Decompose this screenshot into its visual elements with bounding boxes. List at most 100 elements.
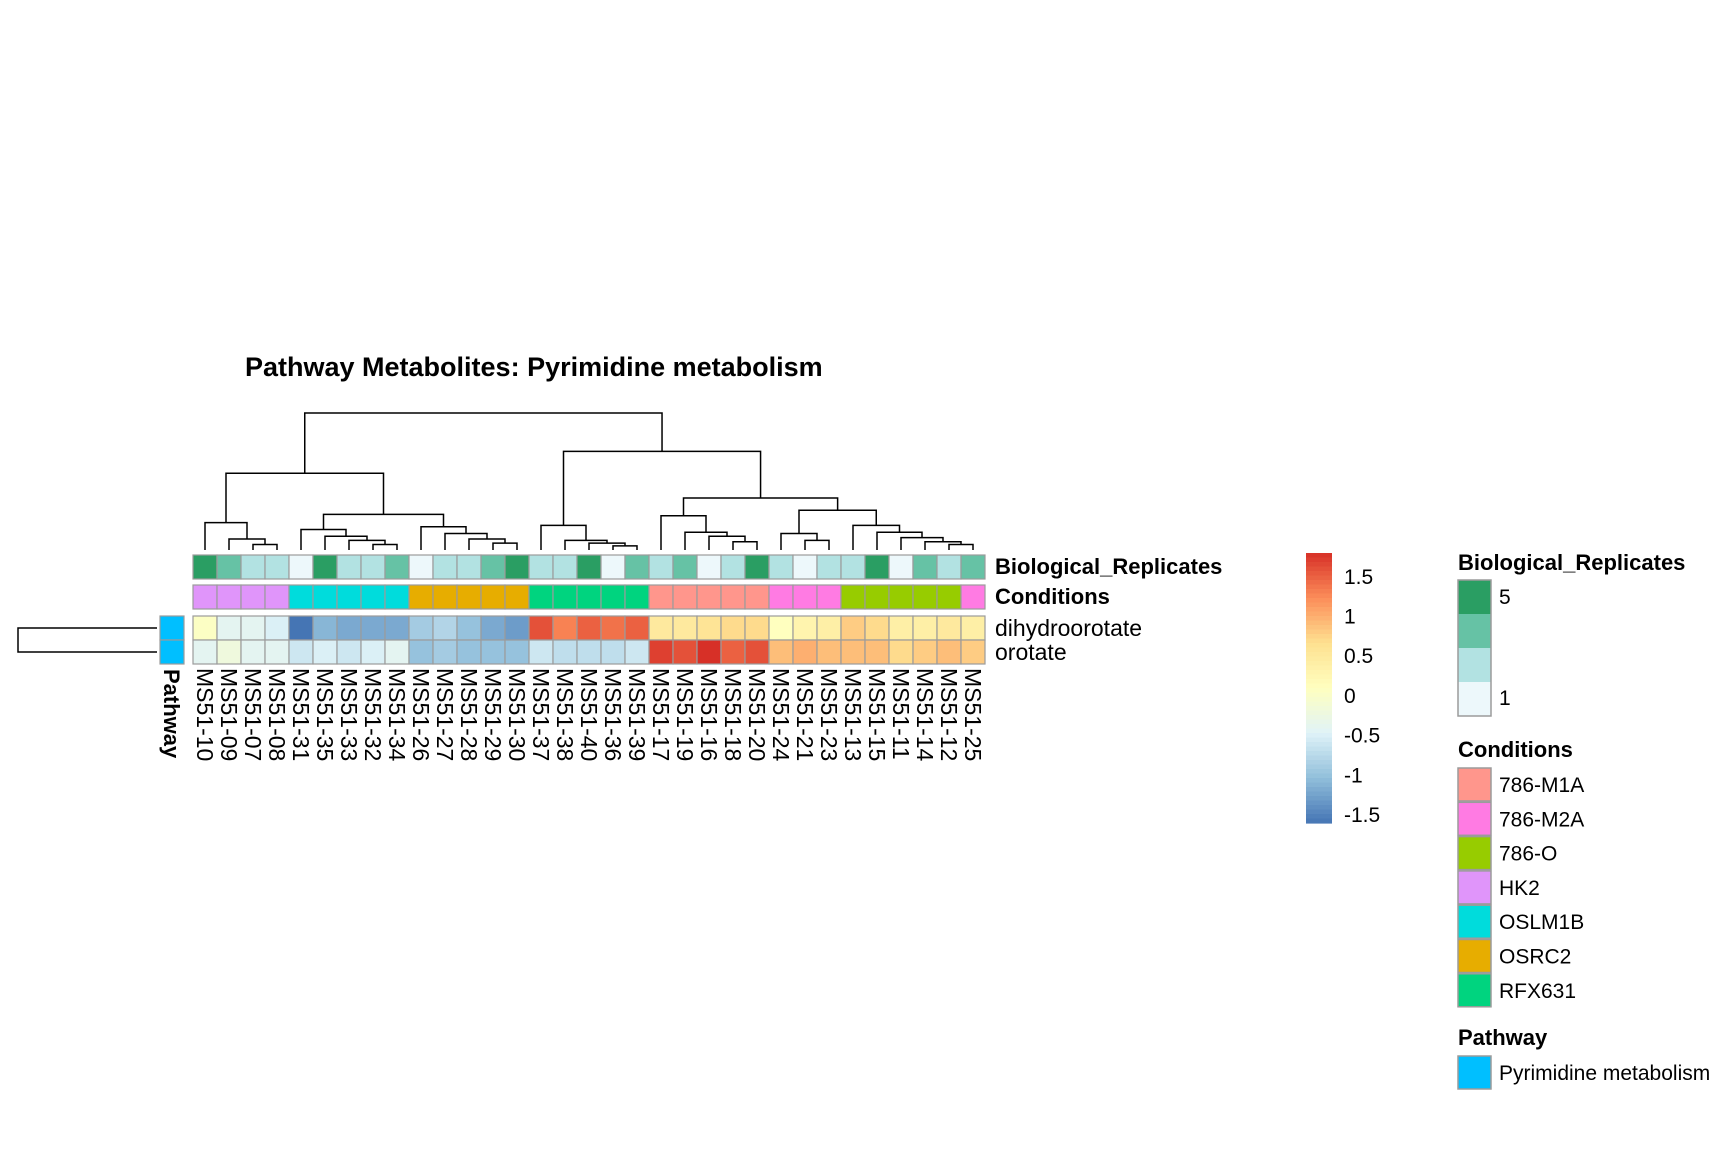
condition-cell <box>744 584 770 610</box>
column-label: MS51-32 <box>360 668 386 761</box>
bio-replicate-cell <box>408 554 434 580</box>
pathway-cell <box>159 639 185 665</box>
heatmap-cell <box>768 639 794 665</box>
scale-gradient-step <box>1306 629 1332 635</box>
heatmap-cell <box>960 615 986 641</box>
condition-cell <box>648 584 674 610</box>
condition-cell <box>216 584 242 610</box>
heatmap-cell <box>576 615 602 641</box>
heatmap-cell <box>336 615 362 641</box>
bio-replicate-cell <box>936 554 962 580</box>
heatmap-cell <box>384 639 410 665</box>
bio-replicate-cell <box>648 554 674 580</box>
dendrogram-link <box>900 536 944 550</box>
heatmap-cell <box>600 615 626 641</box>
scale-gradient-step <box>1306 701 1332 707</box>
condition-cell <box>408 584 434 610</box>
heatmap-cell <box>432 639 458 665</box>
scale-gradient-step <box>1306 814 1332 820</box>
scale-gradient-step <box>1306 670 1332 676</box>
scale-gradient-step <box>1306 751 1332 757</box>
heatmap-cell <box>264 639 290 665</box>
scale-gradient-step <box>1306 818 1332 824</box>
row-dendrogram <box>17 627 157 653</box>
bio-replicate-cell <box>360 554 386 580</box>
heatmap-cell <box>648 615 674 641</box>
heatmap-cell <box>936 615 962 641</box>
condition-cell <box>792 584 818 610</box>
scale-gradient-step <box>1306 620 1332 626</box>
scale-gradient-step <box>1306 809 1332 815</box>
bio-replicate-cell <box>192 554 218 580</box>
chart-title: Pathway Metabolites: Pyrimidine metaboli… <box>245 352 823 382</box>
scale-gradient-step <box>1306 557 1332 563</box>
heatmap-cell <box>528 639 554 665</box>
conditions-legend-swatch <box>1457 801 1492 837</box>
column-label: MS51-11 <box>888 668 914 760</box>
scale-gradient-step <box>1306 742 1332 748</box>
heatmap-cell <box>504 639 530 665</box>
heatmap-cell <box>912 615 938 641</box>
conditions-legend: Conditions 786-M1A 786-M2A 786-O HK2 OSLM1B OS… <box>1457 737 1584 1008</box>
scale-tick-label: -1.5 <box>1344 804 1380 827</box>
row-label: dihydroorotate <box>995 615 1142 641</box>
dendrogram-link <box>492 542 518 550</box>
dendrogram-link <box>324 535 368 550</box>
scale-tick-label: 0 <box>1344 685 1356 708</box>
conditions-legend-label: HK2 <box>1499 877 1540 900</box>
conditions-legend-swatch <box>1457 938 1492 974</box>
scale-gradient-step <box>1306 719 1332 725</box>
bio-replicate-cell <box>288 554 314 580</box>
bio-replicate-cell <box>264 554 290 580</box>
heatmap-cell <box>192 615 218 641</box>
scale-gradient-step <box>1306 724 1332 730</box>
conditions-legend-swatch <box>1457 904 1492 939</box>
heatmap-cell <box>288 639 314 665</box>
bio-replicate-cell <box>576 554 602 580</box>
condition-cell <box>864 584 890 610</box>
conditions-legend-label: 786-M1A <box>1499 774 1584 797</box>
scale-gradient-step <box>1306 553 1332 559</box>
condition-cell <box>336 584 362 610</box>
heatmap-cell <box>624 615 650 641</box>
dendrogram-link <box>204 521 248 550</box>
column-label: MS51-08 <box>264 668 290 761</box>
scale-gradient-step <box>1306 715 1332 721</box>
heatmap-cell <box>696 639 722 665</box>
scale-gradient-step <box>1306 580 1332 586</box>
scale-gradient-step <box>1306 778 1332 784</box>
heatmap-cell <box>504 615 530 641</box>
dendrogram-link <box>540 524 587 550</box>
conditions-legend-swatch <box>1457 835 1492 871</box>
scale-tick-label: -0.5 <box>1344 725 1380 748</box>
column-label: MS51-24 <box>768 668 794 762</box>
column-label: MS51-10 <box>192 668 218 761</box>
dendrogram-link <box>252 543 278 550</box>
heatmap-cell <box>456 615 482 641</box>
bio-replicate-cell <box>312 554 338 580</box>
heatmap-cell <box>768 615 794 641</box>
heatmap-cell <box>840 639 866 665</box>
heatmap-cell <box>216 615 242 641</box>
condition-cell <box>288 584 314 610</box>
heatmap-cell <box>360 639 386 665</box>
column-label: MS51-25 <box>960 668 986 761</box>
conditions-legend-label: 786-O <box>1499 843 1557 866</box>
heatmap-cell <box>744 639 770 665</box>
bio-legend-min-label: 1 <box>1499 687 1511 710</box>
condition-cell <box>192 584 218 610</box>
column-label: MS51-18 <box>720 668 746 761</box>
heatmap-cell <box>696 615 722 641</box>
dendrogram-link <box>684 531 728 550</box>
bio-replicate-cell <box>384 554 410 580</box>
column-label: MS51-28 <box>456 668 482 761</box>
bio-replicate-cell <box>600 554 626 580</box>
heatmap-cell <box>360 615 386 641</box>
pathway-annotation <box>159 615 185 665</box>
condition-cell <box>912 584 938 610</box>
conditions-legend-swatch <box>1457 870 1492 905</box>
conditions-legend-label: OSRC2 <box>1499 946 1571 969</box>
dendrogram-link <box>708 535 746 550</box>
biological-replicates-legend: Biological_Replicates 5 1 <box>1457 550 1685 717</box>
dendrogram-link <box>225 472 385 523</box>
